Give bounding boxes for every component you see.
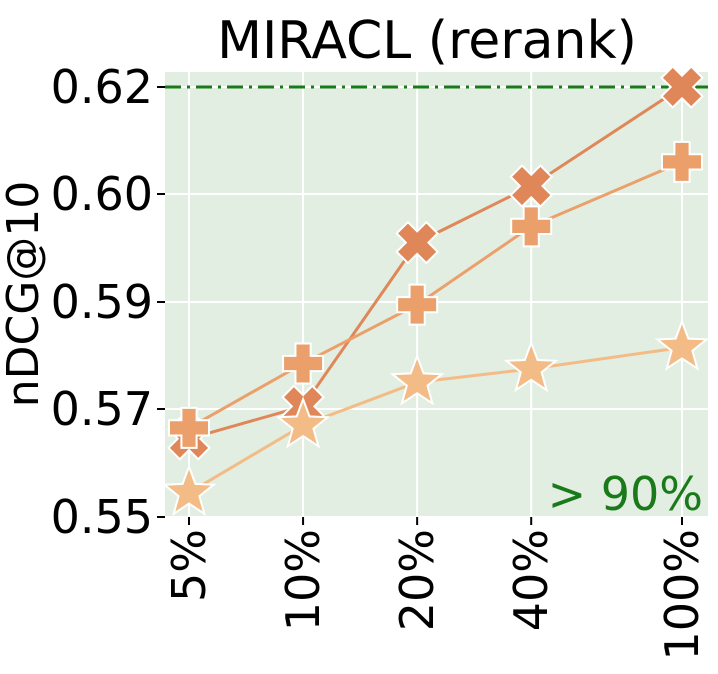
y-axis-ticks: 0.55 0.57 0.59 0.60 0.62 [51, 60, 165, 544]
y-axis-label: nDCG@10 [0, 181, 49, 408]
point-x-20pct [395, 220, 440, 265]
y-tick-label-4: 0.62 [51, 60, 153, 114]
point-plus-100pct [661, 140, 703, 183]
point-plus-5pct [168, 406, 210, 449]
point-star-40pct [503, 340, 559, 393]
point-star-100pct [654, 318, 710, 371]
point-x-40pct [509, 164, 554, 208]
point-star-10pct [275, 396, 331, 449]
y-tick-label-0: 0.55 [51, 490, 153, 544]
series-star [161, 318, 710, 517]
plot-area [165, 72, 708, 517]
y-tick-label-1: 0.57 [51, 382, 153, 436]
point-plus-20pct [396, 283, 439, 326]
x-tick-label-1: 10% [276, 529, 330, 631]
y-tick-label-3: 0.60 [51, 167, 153, 221]
x-tick-label-4: 100% [655, 529, 709, 661]
point-plus-10pct [282, 342, 325, 385]
point-plus-40pct [510, 205, 553, 248]
point-star-5pct [161, 463, 217, 517]
point-star-20pct [389, 353, 445, 406]
series-plus [168, 140, 703, 449]
x-tick-label-2: 20% [390, 529, 444, 631]
series-group [161, 65, 710, 517]
x-tick-label-3: 40% [504, 529, 558, 631]
x-axis-ticks: 5% 10% 20% 40% 100% [162, 517, 709, 661]
point-x-100pct [660, 65, 704, 109]
chart-title: MIRACL (rerank) [217, 11, 637, 71]
x-tick-label-0: 5% [162, 529, 216, 602]
annotation-label: > 90% [548, 467, 703, 521]
y-tick-label-2: 0.59 [51, 275, 153, 329]
